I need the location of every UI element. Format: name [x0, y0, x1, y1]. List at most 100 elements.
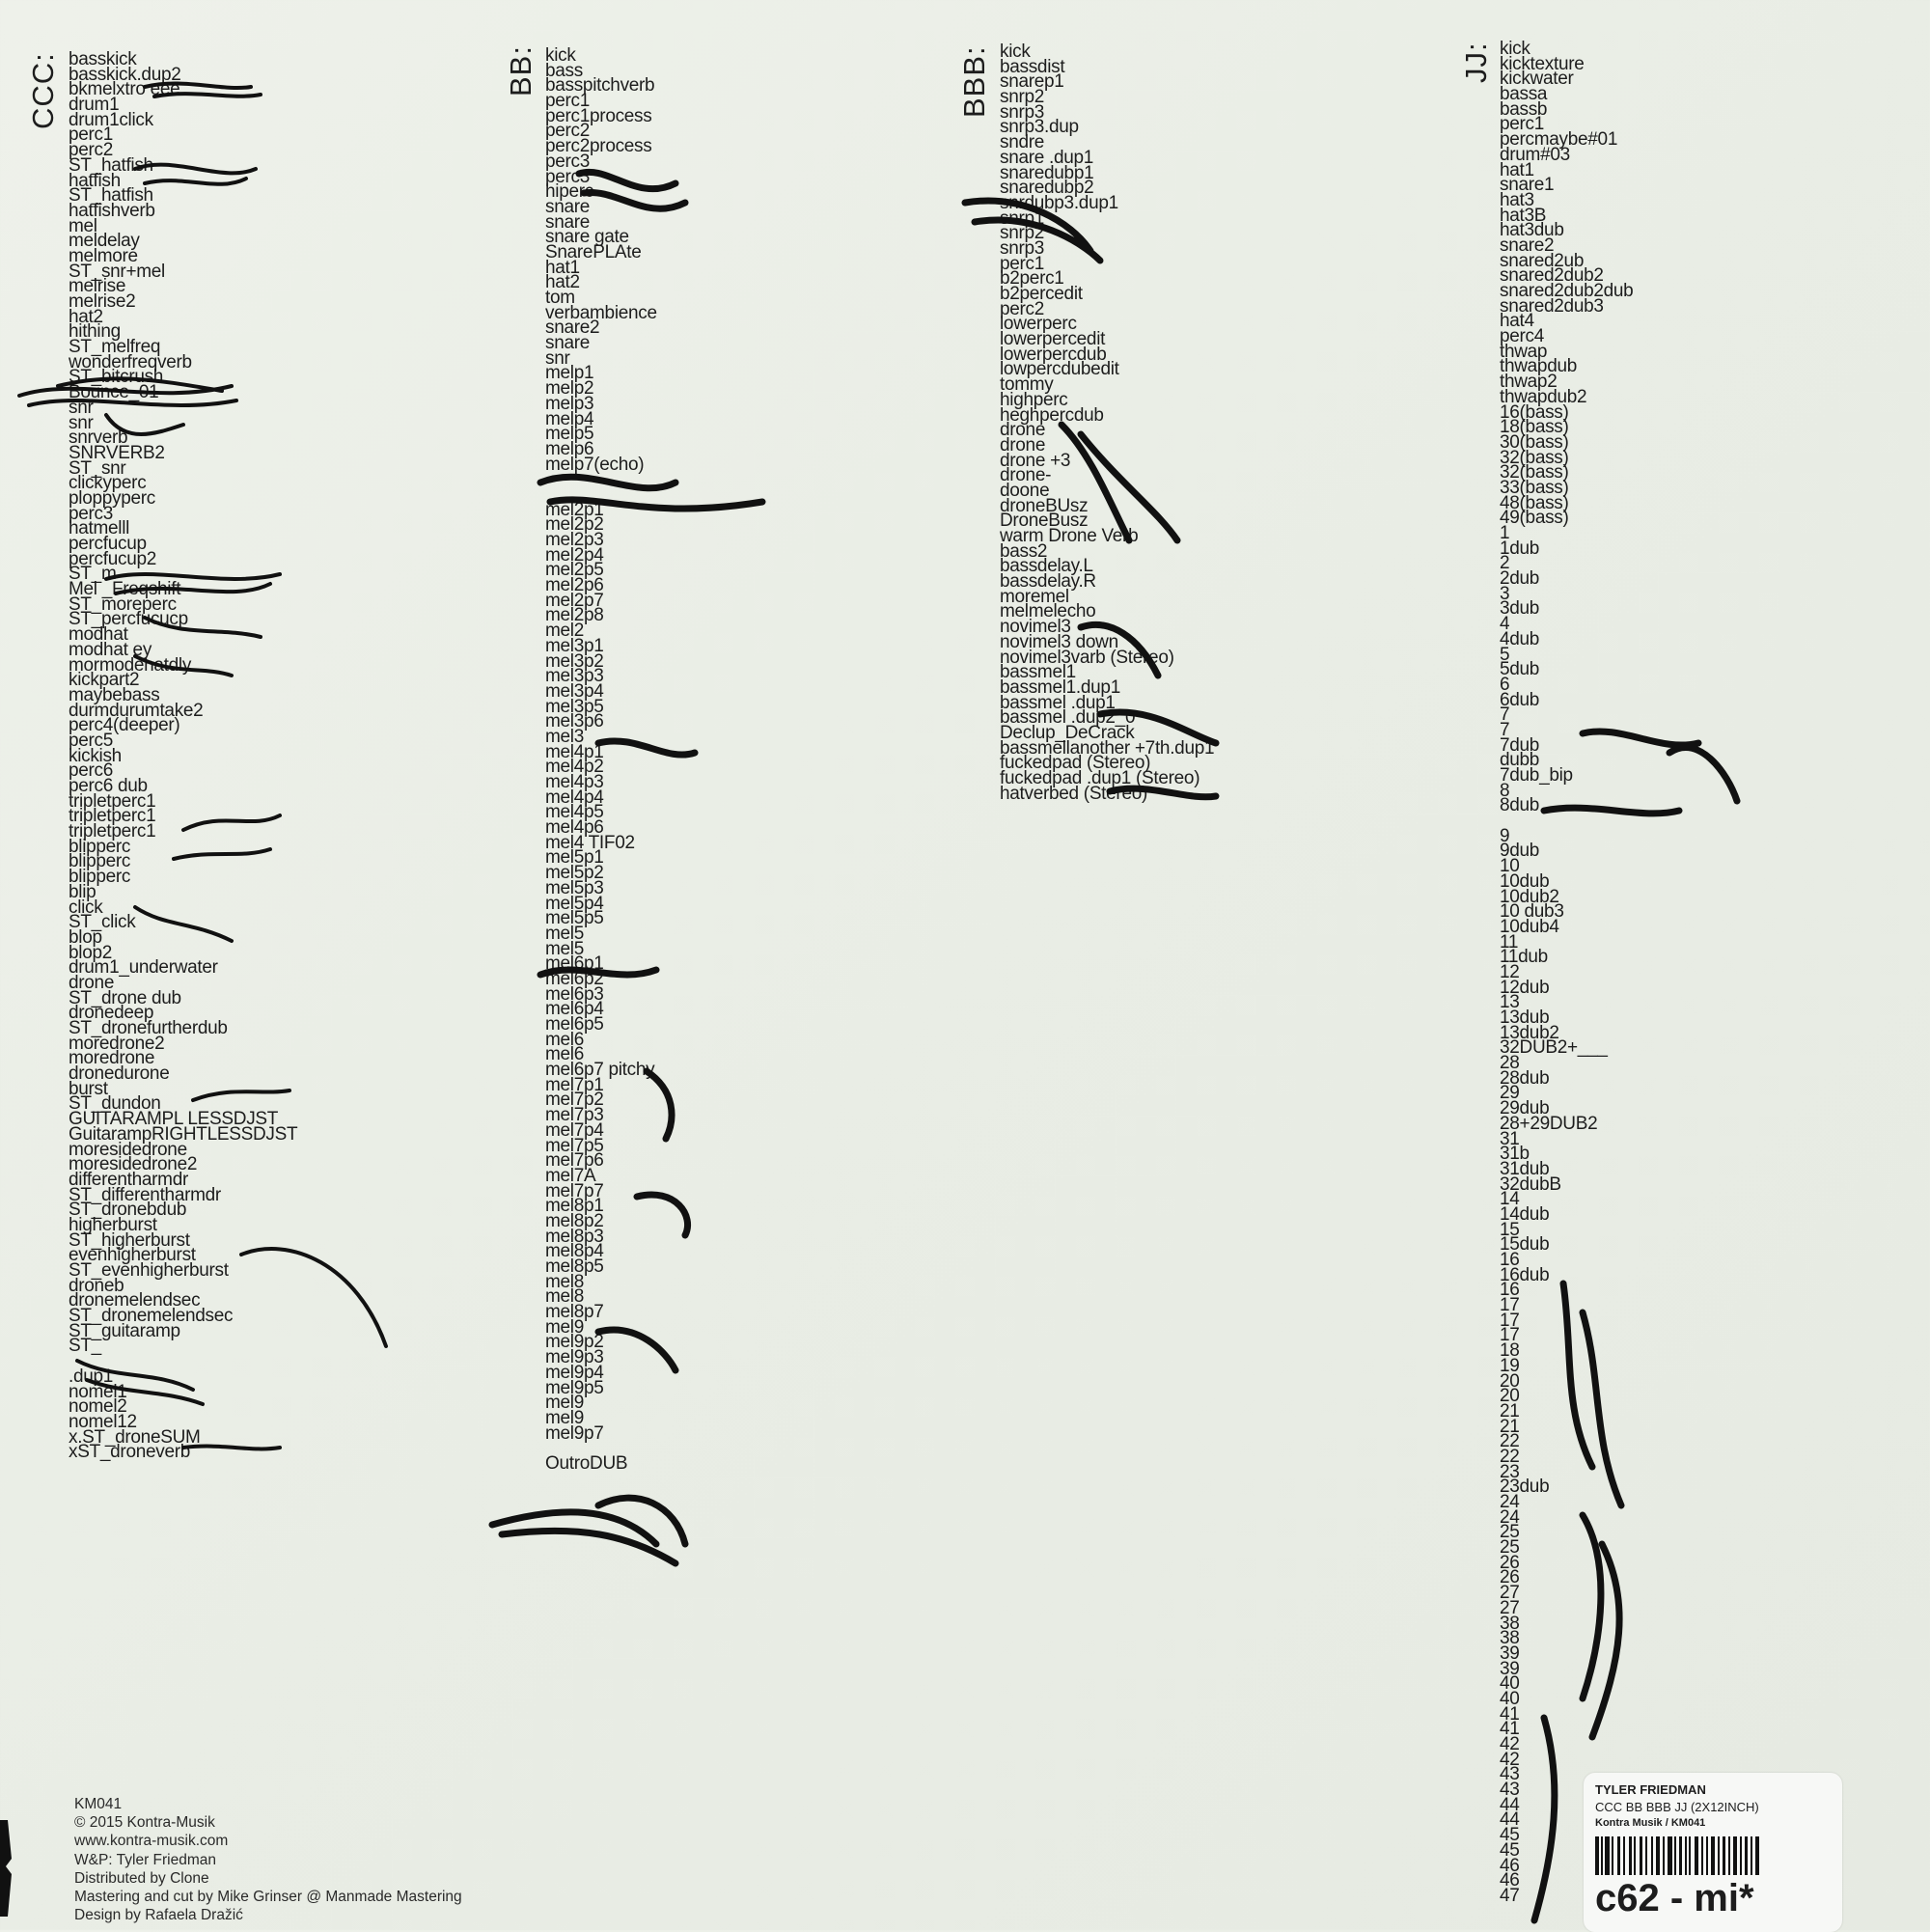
- track-name: 10dub2: [1500, 886, 1559, 907]
- track-name: moredrone: [69, 1048, 155, 1069]
- track-name: snare: [545, 333, 591, 354]
- track-name: OutroDUB: [545, 1452, 628, 1474]
- track-name: b2perc1: [1000, 268, 1064, 290]
- track-name: 44: [1500, 1809, 1520, 1831]
- track-name: percmaybe#01: [1500, 129, 1618, 151]
- track-name: melp5: [545, 424, 594, 445]
- track-name: moresidedrone: [69, 1139, 187, 1160]
- track-name: heghpercdub: [1000, 404, 1104, 426]
- track-name: ST_: [69, 1336, 101, 1357]
- track-name: ST_click: [69, 912, 136, 933]
- track-name: 23: [1500, 1461, 1520, 1482]
- track-name: mel5p5: [545, 908, 604, 929]
- track-name: mel9: [545, 1393, 584, 1414]
- track-name: mel2p7: [545, 590, 604, 611]
- track-name: blipperc: [69, 851, 131, 872]
- track-name: mel7p6: [545, 1150, 604, 1172]
- track-name: mel8p4: [545, 1241, 604, 1262]
- track-name: xST_droneverb: [69, 1442, 191, 1463]
- track-name: hat2: [69, 306, 103, 327]
- track-name: 17: [1500, 1295, 1520, 1316]
- track-name: melmelecho: [1000, 601, 1096, 622]
- track-name: mel2p4: [545, 544, 604, 566]
- track-name: mel8p3: [545, 1226, 604, 1247]
- track-name: 16: [1500, 1250, 1520, 1270]
- track-name: basskick.dup2: [69, 64, 181, 85]
- track-name: doone: [1000, 480, 1050, 501]
- track-name: drone: [1000, 434, 1046, 455]
- track-name: thwapdub: [1500, 356, 1578, 377]
- track-name: hat2: [545, 272, 580, 293]
- track-name: melrise: [69, 276, 126, 297]
- track-name: basspitchverb: [545, 75, 655, 97]
- sticker-price-code: c62 - mi*: [1595, 1877, 1754, 1919]
- track-name: perc5: [69, 730, 114, 751]
- track-name: hat1: [545, 257, 580, 278]
- writer-credit: W&P: Tyler Friedman: [74, 1851, 217, 1868]
- track-name: bassa: [1500, 84, 1548, 105]
- track-name: mel2p3: [545, 530, 604, 550]
- track-name: 10: [1500, 856, 1520, 877]
- track-name: mel7p3: [545, 1105, 604, 1126]
- track-name: snaredubp2: [1000, 178, 1094, 199]
- track-name: perc2: [545, 121, 591, 142]
- track-name: mel6p4: [545, 999, 604, 1020]
- website: www.kontra-musik.com: [74, 1833, 229, 1850]
- track-name: 13: [1500, 992, 1520, 1013]
- track-name: drone-: [1000, 465, 1052, 486]
- track-name: perc6: [69, 760, 114, 782]
- track-name: mel7A: [545, 1165, 596, 1186]
- track-name: mel2p2: [545, 514, 604, 536]
- track-name: SNRVERB2: [69, 442, 165, 463]
- track-name: 32(bass): [1500, 447, 1569, 468]
- track-list-bbb: kick bassdist snarep1 snrp2 snrp3 snrp3.dup sn…: [1000, 42, 1215, 802]
- track-name: 3dub: [1500, 598, 1540, 620]
- track-name: Bounce_01: [69, 382, 159, 403]
- track-name: bassmel1.dup1: [1000, 676, 1120, 698]
- track-name: 27: [1500, 1583, 1520, 1604]
- track-name: 42: [1500, 1749, 1520, 1770]
- track-name: 7: [1500, 704, 1510, 726]
- track-name: 10dub4: [1500, 916, 1559, 937]
- distribution-credit: Distributed by Clone: [74, 1869, 209, 1887]
- track-name: 25: [1500, 1537, 1520, 1559]
- track-name: mel8p1: [545, 1196, 604, 1217]
- track-name: 7: [1500, 719, 1510, 740]
- track-name: [1500, 814, 1633, 829]
- track-name: hat3B: [1500, 205, 1547, 226]
- track-name: 39: [1500, 1642, 1520, 1664]
- track-name: 4dub: [1500, 628, 1540, 649]
- track-name: perc2: [69, 140, 114, 161]
- track-name: 24: [1500, 1506, 1520, 1528]
- track-name: ST_dronefurtherdub: [69, 1018, 228, 1038]
- track-name: clickyperc: [69, 473, 147, 494]
- track-name: 20: [1500, 1370, 1520, 1392]
- track-name: bassb: [1500, 98, 1548, 120]
- track-name: melp2: [545, 378, 594, 400]
- track-name: mel5p2: [545, 863, 604, 884]
- track-name: mel9p4: [545, 1362, 604, 1383]
- track-name: 2dub: [1500, 568, 1540, 590]
- track-name: perc4: [1500, 326, 1545, 347]
- track-name: bassdelay.L: [1000, 556, 1093, 577]
- track-name: perc3: [545, 151, 591, 172]
- track-name: 28dub: [1500, 1067, 1550, 1089]
- track-name: 38: [1500, 1613, 1520, 1634]
- track-name: mel9p3: [545, 1347, 604, 1368]
- track-name: mel2p8: [545, 605, 604, 626]
- track-name: 28: [1500, 1053, 1520, 1074]
- track-name: mel4p2: [545, 757, 604, 778]
- track-name: fuckedpad .dup1 (Stereo): [1000, 768, 1200, 788]
- track-name: melp4: [545, 408, 594, 429]
- track-name: burst: [69, 1078, 108, 1099]
- track-name: mel9p2: [545, 1332, 604, 1353]
- track-name: higherburst: [69, 1214, 157, 1235]
- track-name: moremel: [1000, 586, 1069, 607]
- track-name: 45: [1500, 1839, 1520, 1861]
- column-label-ccc: CCC:: [26, 52, 60, 129]
- column-label-bbb: BBB:: [957, 45, 991, 118]
- catalog-number: KM041: [74, 1796, 123, 1812]
- track-name: hat3dub: [1500, 220, 1564, 241]
- track-name: x.ST_droneSUM: [69, 1426, 201, 1448]
- track-name: 29dub: [1500, 1098, 1550, 1119]
